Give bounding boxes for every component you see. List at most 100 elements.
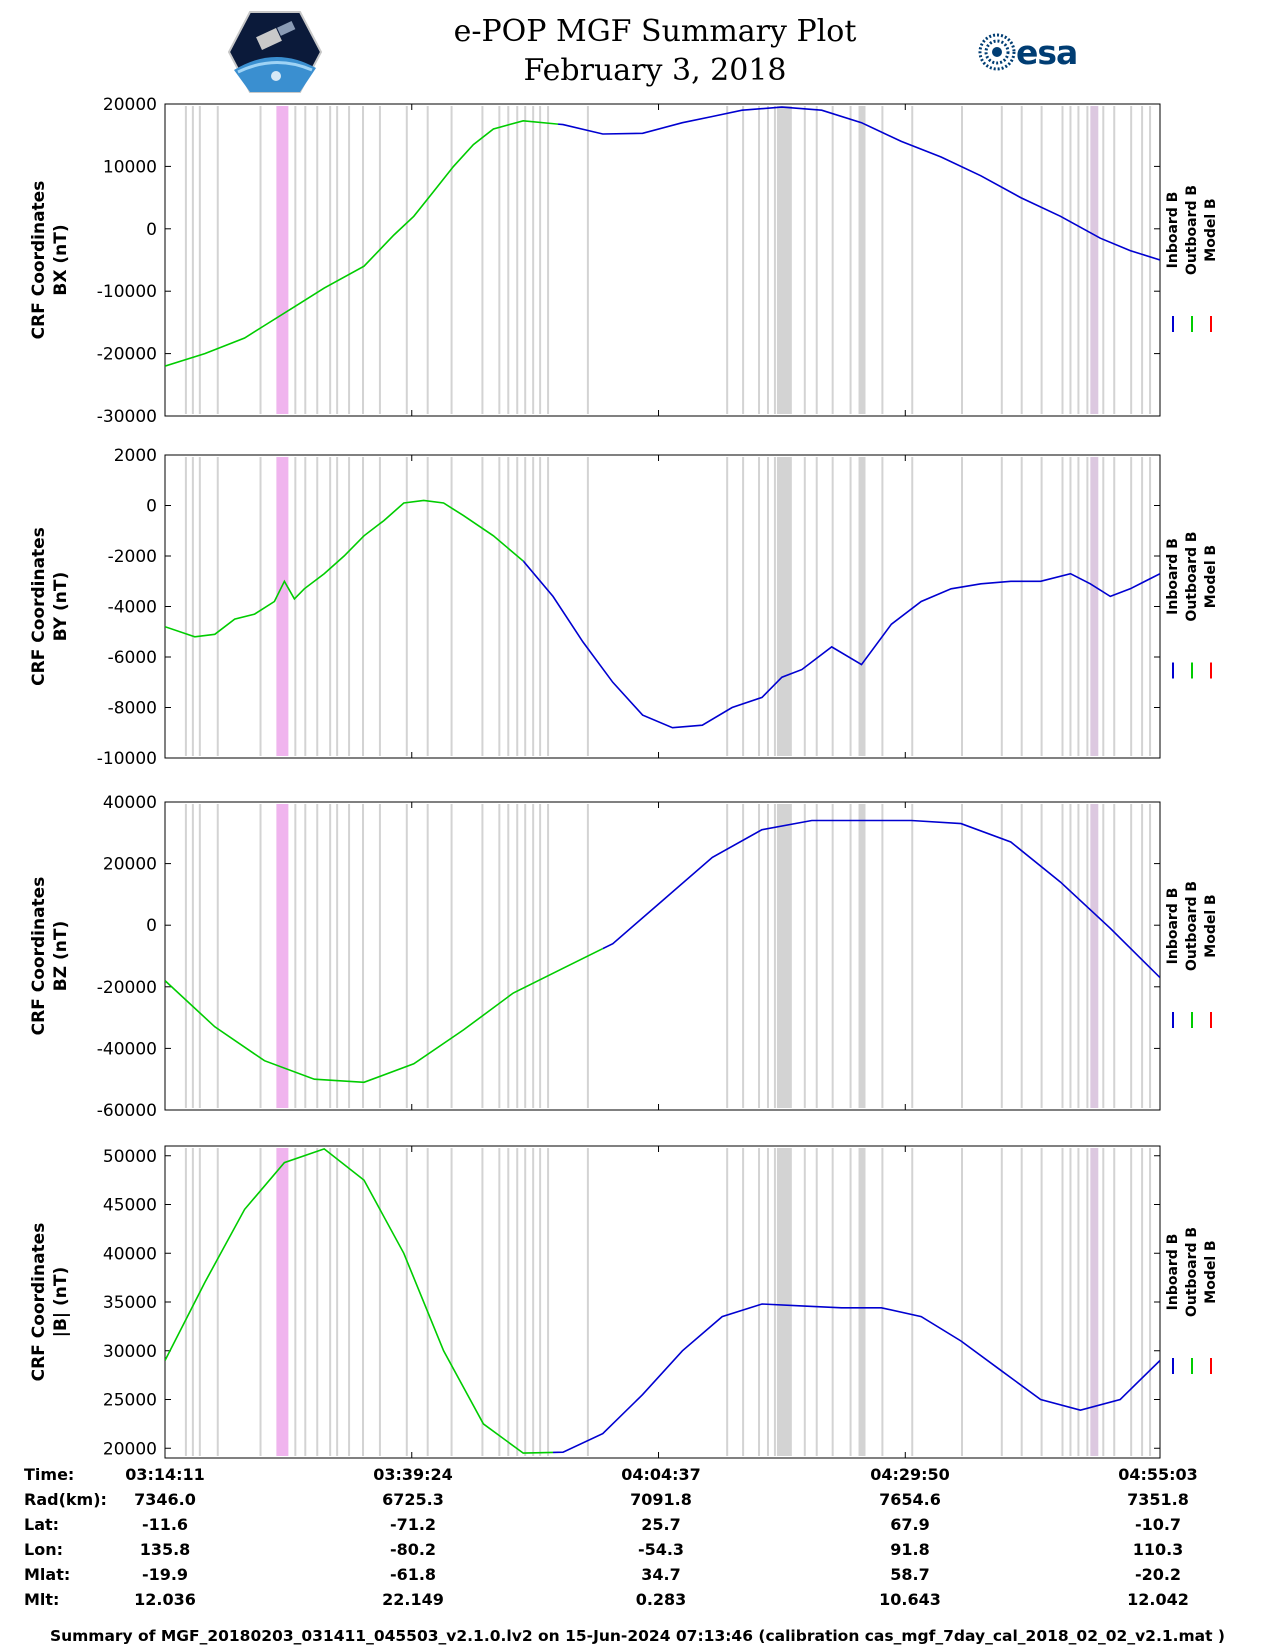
gap-bar — [216, 457, 219, 756]
gap-bar — [1069, 457, 1072, 756]
gap-bar — [316, 457, 319, 756]
y-axis-label: |B| (nT) — [51, 1267, 71, 1338]
series-line-outboard-b — [165, 947, 603, 1084]
gap-bar — [516, 1148, 519, 1456]
gap-bar — [294, 1148, 297, 1456]
info-value: -11.6 — [141, 1515, 189, 1534]
gap-bar — [961, 804, 963, 1108]
gap-bar — [539, 1148, 542, 1456]
gap-bar — [1102, 106, 1105, 414]
gap-bar — [348, 804, 351, 1108]
legend-label: Outboard B — [1184, 1227, 1200, 1317]
gap-bar — [198, 804, 201, 1108]
gap-bar — [426, 1148, 429, 1456]
gap-bar — [336, 106, 339, 414]
gap-bar — [1113, 106, 1116, 414]
series-line-outboard-b — [165, 1148, 554, 1454]
y-tick-label: 25000 — [103, 1391, 157, 1411]
plot-date: February 3, 2018 — [523, 53, 787, 88]
gap-bar — [191, 1148, 194, 1456]
gap-bar — [191, 457, 194, 756]
cassiope-mission-logo — [227, 10, 323, 98]
gap-bar — [1141, 804, 1144, 1108]
gap-bar — [1113, 1148, 1116, 1456]
gap-bar — [362, 804, 365, 1108]
info-value: 7346.0 — [134, 1490, 196, 1509]
gap-bar — [776, 106, 792, 414]
gap-bar — [831, 1148, 834, 1456]
legend-label: Model B — [1203, 1240, 1219, 1303]
gap-bar — [216, 804, 219, 1108]
gap-bar — [191, 804, 194, 1108]
gap-bar — [726, 106, 729, 414]
gap-bar — [450, 804, 453, 1108]
gap-bar — [532, 457, 535, 756]
gap-bar — [881, 106, 884, 414]
info-label-lon: Lon: — [24, 1540, 63, 1559]
footer-caption: Summary of MGF_20180203_031411_045503_v2… — [49, 1627, 1226, 1645]
gap-bar — [198, 1148, 201, 1456]
gap-bar — [586, 1148, 589, 1456]
info-value: 12.042 — [1127, 1590, 1189, 1609]
gap-bar — [742, 457, 745, 756]
gap-bar — [911, 106, 914, 414]
gap-bar — [881, 804, 884, 1108]
gap-bar — [1113, 804, 1116, 1108]
gap-bar — [1020, 804, 1023, 1108]
gap-bar — [516, 457, 519, 756]
gap-bar — [858, 804, 866, 1108]
info-label-mlt: Mlt: — [24, 1590, 60, 1609]
info-value: 04:29:50 — [870, 1465, 950, 1484]
gap-bar — [304, 457, 307, 756]
gap-bar — [1020, 1148, 1023, 1456]
gap-bar — [742, 804, 745, 1108]
gap-bar — [304, 1148, 307, 1456]
highlight-band — [276, 106, 289, 414]
gap-bar — [1130, 106, 1133, 414]
series-line-outboard-b — [165, 499, 524, 638]
gap-bar — [1069, 1148, 1072, 1456]
panel-frame — [164, 1145, 1161, 1459]
info-value: 04:04:37 — [621, 1465, 701, 1484]
gap-bar — [803, 106, 806, 414]
gap-bar — [858, 106, 866, 414]
gap-bar — [1040, 804, 1043, 1108]
gap-bar — [516, 106, 519, 414]
gap-bar — [1102, 804, 1105, 1108]
gap-bar — [498, 804, 501, 1108]
legend-label: Outboard B — [1184, 185, 1200, 275]
gap-bar — [1077, 106, 1080, 414]
y-axis-label: CRF Coordinates — [29, 527, 49, 686]
gap-bar — [405, 804, 408, 1108]
gap-bar — [329, 106, 332, 414]
gap-bar — [532, 106, 535, 414]
gap-bar — [1130, 804, 1133, 1108]
info-value: -10.7 — [1134, 1515, 1182, 1534]
y-tick-label: 35000 — [103, 1293, 157, 1313]
gap-bar — [532, 804, 535, 1108]
gap-bar — [803, 457, 806, 756]
y-axis-label: BZ (nT) — [51, 921, 71, 991]
gap-bar — [1086, 1148, 1089, 1456]
gap-bar — [294, 106, 297, 414]
info-value: -54.3 — [637, 1540, 685, 1559]
info-value: 25.7 — [641, 1515, 681, 1534]
gap-bar — [766, 1148, 769, 1456]
plot-title: e-POP MGF Summary Plot — [453, 14, 857, 49]
gap-bar — [911, 1148, 914, 1456]
info-value: -71.2 — [389, 1515, 437, 1534]
legend-label: Inboard B — [1165, 888, 1181, 965]
gap-bar — [426, 457, 429, 756]
gap-bar — [815, 106, 818, 414]
gap-bar — [481, 1148, 484, 1456]
gap-bar — [758, 804, 761, 1108]
gap-bar — [911, 457, 914, 756]
y-tick-label: -4000 — [108, 598, 157, 618]
gap-bar — [378, 804, 381, 1108]
gap-bar — [1149, 804, 1152, 1108]
gap-bar — [362, 106, 365, 414]
gap-bar — [378, 457, 381, 756]
gap-bar — [304, 106, 307, 414]
gap-bar — [1077, 804, 1080, 1108]
gap-bar — [773, 804, 776, 1108]
